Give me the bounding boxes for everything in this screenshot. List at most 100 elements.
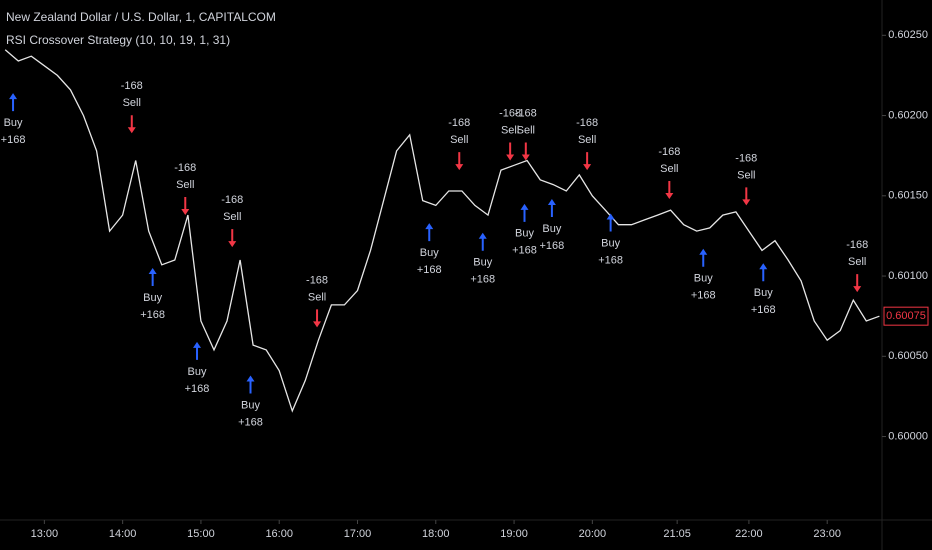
buy-arrow (246, 375, 255, 394)
signal-side: Sell (737, 169, 755, 181)
signal-qty: -168 (448, 117, 470, 129)
signal-side: Buy (754, 287, 773, 299)
x-tick-label: 23:00 (813, 528, 841, 540)
x-tick-label: 15:00 (187, 528, 215, 540)
signal-qty: -168 (658, 146, 680, 158)
signal: Buy +168 (540, 199, 565, 252)
signal: Sell -168 (221, 194, 243, 248)
signal-side: Sell (578, 134, 596, 146)
signal-qty: -168 (735, 152, 757, 164)
signal-side: Sell (223, 211, 241, 223)
signal: Sell -168 (174, 162, 196, 216)
signal-qty: +168 (417, 264, 442, 276)
signal-side: Buy (515, 228, 534, 240)
signal-qty: +168 (691, 290, 716, 302)
signal-side: Buy (542, 223, 561, 235)
last-price-label: 0.60075 (886, 310, 926, 322)
buy-arrow (547, 199, 556, 218)
x-tick-label: 14:00 (109, 528, 137, 540)
x-tick-label: 16:00 (265, 528, 293, 540)
signal-qty: -168 (846, 239, 868, 251)
signal-side: Buy (241, 399, 260, 411)
signal-side: Sell (123, 97, 141, 109)
y-tick-label: 0.60100 (888, 270, 928, 282)
sell-arrow (583, 152, 592, 171)
chart-title: New Zealand Dollar / U.S. Dollar, 1, CAP… (6, 10, 276, 24)
signal-side: Sell (176, 179, 194, 191)
signal: Buy +168 (470, 232, 495, 286)
signal: Sell -168 (846, 239, 868, 293)
buy-arrow (148, 268, 157, 287)
x-tick-label: 13:00 (31, 528, 59, 540)
signal-side: Buy (4, 117, 23, 129)
signal-qty: +168 (598, 254, 623, 266)
signal-qty: +168 (238, 416, 263, 428)
last-price-box (883, 306, 929, 326)
chart-subtitle: RSI Crossover Strategy (10, 10, 19, 1, 3… (6, 33, 230, 47)
signal-qty: +168 (540, 240, 565, 252)
signal: Sell -168 (448, 117, 470, 171)
sell-arrow (228, 229, 237, 248)
x-tick-label: 22:00 (735, 528, 763, 540)
sell-arrow (521, 142, 530, 161)
signal-side: Buy (143, 292, 162, 304)
signal-qty: +168 (512, 245, 537, 257)
buy-arrow (425, 223, 434, 242)
x-tick-label: 17:00 (344, 528, 372, 540)
signal-qty: +168 (751, 304, 776, 316)
signal-side: Sell (660, 163, 678, 175)
buy-arrow (478, 232, 487, 251)
signal-side: Sell (308, 291, 326, 303)
signal-qty: +168 (470, 274, 495, 286)
signal: Sell -168 (735, 152, 757, 206)
buy-arrow (759, 263, 768, 282)
signal-side: Buy (188, 366, 207, 378)
buy-arrow (520, 203, 529, 222)
signal: Sell -168 (121, 80, 143, 134)
signal-qty: -168 (121, 80, 143, 92)
signal: Buy +168 (751, 263, 776, 316)
x-tick-label: 19:00 (500, 528, 528, 540)
signal-side: Buy (601, 237, 620, 249)
y-tick-label: 0.60050 (888, 350, 928, 362)
x-tick-label: 18:00 (422, 528, 450, 540)
signal: Sell -168 (306, 274, 328, 328)
signal-qty: +168 (185, 383, 210, 395)
signal: Sell -168 (499, 107, 521, 161)
sell-arrow (127, 115, 136, 134)
signal-qty: -168 (515, 107, 537, 119)
signal: Buy +168 (1, 93, 26, 146)
y-tick-label: 0.60000 (888, 430, 928, 442)
signal: Buy +168 (417, 223, 442, 276)
signal-side: Sell (848, 256, 866, 268)
signal-qty: -168 (221, 194, 243, 206)
signal-qty: -168 (576, 117, 598, 129)
sell-arrow (181, 197, 190, 216)
x-tick-label: 20:00 (579, 528, 607, 540)
signal: Buy +168 (691, 248, 716, 302)
signal: Sell -168 (515, 107, 537, 161)
buy-arrow (193, 341, 202, 360)
sell-arrow (455, 152, 464, 171)
sell-arrow (665, 181, 674, 200)
buy-arrow (699, 248, 708, 267)
signal: Sell -168 (576, 117, 598, 171)
signal-side: Buy (420, 247, 439, 259)
signal-qty: +168 (1, 134, 26, 146)
signal-side: Buy (473, 257, 492, 269)
signal-qty: -168 (499, 107, 521, 119)
y-tick-label: 0.60250 (888, 29, 928, 41)
signal-qty: +168 (140, 309, 165, 321)
signal-qty: -168 (306, 274, 328, 286)
x-tick-label: 21:05 (663, 528, 691, 540)
signal: Buy +168 (512, 203, 537, 257)
signal: Buy +168 (238, 375, 263, 428)
buy-arrow (9, 93, 18, 112)
y-tick-label: 0.60150 (888, 190, 928, 202)
signal: Sell -168 (658, 146, 680, 200)
y-tick-label: 0.60200 (888, 109, 928, 121)
signal-side: Sell (517, 124, 535, 136)
signal: Buy +168 (185, 341, 210, 395)
signal-side: Sell (501, 124, 519, 136)
